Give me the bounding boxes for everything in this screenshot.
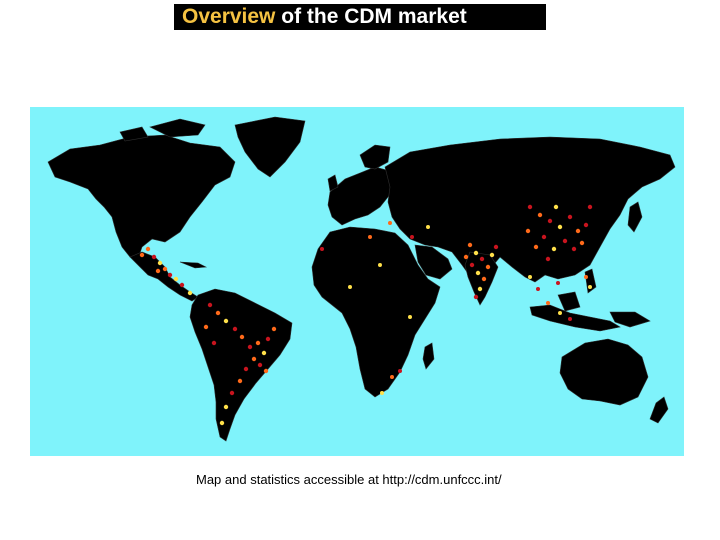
australia bbox=[559, 338, 649, 406]
land-masses bbox=[47, 116, 676, 442]
south-america bbox=[189, 288, 293, 442]
arctic-islands bbox=[149, 118, 206, 138]
europe bbox=[327, 166, 396, 226]
uk bbox=[327, 174, 339, 192]
philippines bbox=[584, 268, 597, 294]
north-america bbox=[47, 134, 236, 260]
greenland bbox=[234, 116, 306, 178]
africa bbox=[311, 226, 441, 398]
world-map bbox=[30, 107, 684, 456]
slide-title: Overview of the CDM market bbox=[174, 4, 546, 30]
cuba bbox=[179, 261, 208, 269]
project-dots bbox=[139, 204, 593, 426]
new-zealand bbox=[649, 396, 669, 424]
arabia bbox=[414, 244, 453, 280]
scandinavia bbox=[359, 144, 391, 170]
indonesia bbox=[529, 304, 621, 332]
madagascar bbox=[422, 342, 435, 370]
arctic-island-2 bbox=[119, 126, 149, 142]
title-rest: of the CDM market bbox=[275, 5, 467, 28]
borneo bbox=[557, 291, 581, 312]
new-guinea bbox=[609, 311, 651, 328]
title-accent: Overview bbox=[182, 5, 276, 28]
asia bbox=[384, 136, 676, 286]
japan bbox=[627, 201, 643, 233]
caption: Map and statistics accessible at http://… bbox=[196, 472, 502, 487]
